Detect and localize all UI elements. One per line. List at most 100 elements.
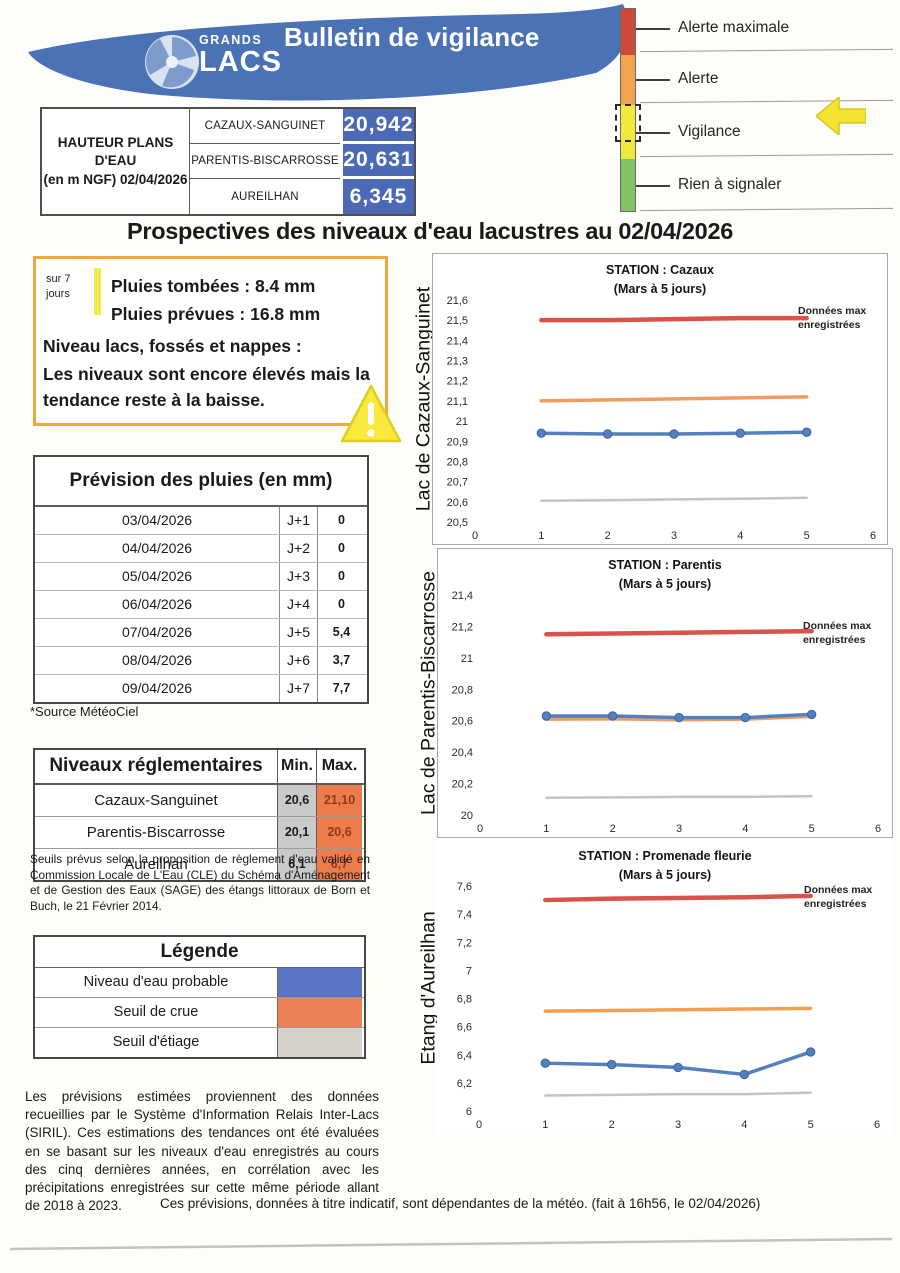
svg-text:20: 20: [461, 810, 473, 822]
warning-icon: [340, 384, 402, 443]
svg-text:21,2: 21,2: [452, 621, 473, 633]
svg-text:20,6: 20,6: [447, 497, 468, 509]
annotation-line1: Données max: [803, 620, 872, 632]
svg-text:6: 6: [870, 530, 876, 542]
forecast-value: 0: [317, 507, 365, 534]
svg-text:6,4: 6,4: [457, 1050, 472, 1062]
table-row: 05/04/2026 J+3 0: [35, 563, 367, 591]
rain-forecast-table: Prévision des pluies (en mm) 03/04/2026 …: [33, 455, 369, 704]
rain-forecast-value: 16.8 mm: [250, 304, 321, 324]
chart-plot-area: 21,4 21,2 21 20,8 20,6 20,4 20,2 20 0 1 2 3 4 5 6 STAT…: [437, 548, 893, 838]
table-row: 07/04/2026 J+5 5,4: [35, 619, 367, 647]
forecast-date: 09/04/2026: [121, 680, 193, 696]
svg-text:3: 3: [671, 530, 677, 542]
svg-text:1: 1: [543, 823, 549, 835]
max-value: 6,7: [316, 849, 362, 880]
svg-text:7,6: 7,6: [457, 881, 472, 893]
max-column-header: Max.: [316, 750, 362, 783]
svg-text:20,4: 20,4: [452, 747, 473, 759]
regulatory-note: Seuils prévus selon la proposition de rè…: [30, 852, 370, 914]
svg-text:21,3: 21,3: [447, 356, 468, 368]
period-line2: jours: [46, 287, 70, 300]
chart-title: STATION : Parentis (Mars à 5 jours): [438, 556, 892, 594]
forecast-day: J+7: [279, 675, 317, 702]
forecast-day: J+3: [279, 563, 317, 590]
lake-level-value: 20,631: [340, 144, 414, 179]
svg-text:20,8: 20,8: [447, 456, 468, 468]
forecast-day: J+1: [279, 507, 317, 534]
svg-text:6,2: 6,2: [457, 1078, 472, 1090]
regulatory-levels-table: Niveaux réglementaires Min. Max. Cazaux-…: [33, 748, 366, 882]
header-banner: [28, 4, 628, 101]
svg-text:21: 21: [461, 653, 473, 665]
forecast-day: J+2: [279, 535, 317, 562]
lake-name: CAZAUX-SANGUINET: [190, 109, 340, 144]
footer-note: Ces prévisions, données à titre indicati…: [160, 1196, 761, 1211]
forecast-date: 06/04/2026: [121, 596, 193, 612]
min-value: 20,1: [277, 817, 316, 848]
alert-label-vigilance: Vigilance: [678, 123, 741, 140]
alert-tick: [636, 79, 670, 81]
source-note: *Source MétéoCiel: [30, 704, 139, 719]
svg-text:21,2: 21,2: [447, 376, 468, 388]
svg-text:6,6: 6,6: [457, 1022, 472, 1034]
water-level-table: HAUTEUR PLANS D'EAU (en m NGF) 02/04/202…: [40, 107, 416, 216]
legend-swatch-gray: [277, 1028, 362, 1057]
table-row: 08/04/2026 J+6 3,7: [35, 647, 367, 675]
svg-text:5: 5: [809, 823, 815, 835]
svg-text:1: 1: [538, 530, 544, 542]
min-value: 20,6: [277, 785, 316, 816]
svg-text:4: 4: [741, 1119, 747, 1131]
alert-segment-vigilance: [621, 105, 635, 159]
alert-tick: [636, 28, 670, 30]
alert-tick: [636, 185, 670, 187]
lake-name: Aureilhan: [124, 856, 188, 873]
period-label: sur 7 jours: [46, 272, 70, 302]
svg-text:0: 0: [477, 823, 483, 835]
page-title: Prospectives des niveaux d'eau lacustres…: [127, 218, 733, 244]
forecast-date: 07/04/2026: [121, 624, 193, 640]
svg-text:20,9: 20,9: [447, 436, 468, 448]
grands-lacs-logo-icon: [145, 35, 199, 89]
alert-label-max: Alerte maximale: [678, 19, 790, 36]
alert-segment-rien: [621, 159, 635, 211]
forecast-day: J+5: [279, 619, 317, 646]
max-value: 21,10: [316, 785, 362, 816]
legend-label: Niveau d'eau probable: [83, 974, 229, 990]
annotation-line2: enregistrées: [803, 633, 866, 646]
levels-trend-text: Les niveaux sont encore élevés mais la t…: [43, 364, 370, 410]
forecast-date: 03/04/2026: [121, 512, 193, 528]
forecast-value: 0: [317, 535, 365, 562]
chart-parentis: Lac de Parentis-Biscarrosse 21,4 21,2 21 20…: [418, 548, 893, 838]
alert-tick: [636, 132, 670, 134]
chart-title: STATION : Promenade fleurie (Mars à 5 jo…: [437, 847, 893, 885]
svg-text:3: 3: [676, 823, 682, 835]
svg-text:3: 3: [675, 1119, 681, 1131]
water-header-line2: (en m NGF) 02/04/2026: [43, 171, 188, 187]
levels-label: Niveau lacs, fossés et nappes :: [43, 336, 302, 356]
svg-text:21,1: 21,1: [447, 396, 468, 408]
min-column-header: Min.: [277, 750, 316, 783]
table-row: Parentis-Biscarrosse 20,1 20,6: [35, 817, 364, 849]
svg-text:4: 4: [737, 530, 743, 542]
rain-table-title: Prévision des pluies (en mm): [35, 457, 367, 507]
table-row: 06/04/2026 J+4 0: [35, 591, 367, 619]
logo-text-lacs: LACS: [199, 46, 282, 78]
annotation-line1: Données max: [798, 305, 867, 317]
lake-name: AUREILHAN: [231, 190, 299, 203]
forecast-date: 04/04/2026: [121, 540, 193, 556]
svg-text:6: 6: [466, 1106, 472, 1118]
line-chart: 21,4 21,2 21 20,8 20,6 20,4 20,2 20 0 1 2 3 4 5 6: [452, 590, 881, 835]
forecast-value: 7,7: [317, 675, 365, 702]
legend-table: Légende Niveau d'eau probable Seuil de c…: [33, 935, 366, 1059]
forecast-value: 5,4: [317, 619, 365, 646]
svg-text:0: 0: [476, 1119, 482, 1131]
separator-line: [640, 153, 893, 158]
period-highlight-bar: [94, 268, 101, 315]
svg-text:7: 7: [466, 965, 472, 977]
separator-line: [9, 1237, 893, 1251]
lake-name: PARENTIS-BISCARROSSE: [190, 144, 340, 179]
svg-text:2: 2: [605, 530, 611, 542]
lake-level-value: 20,942: [340, 109, 414, 144]
